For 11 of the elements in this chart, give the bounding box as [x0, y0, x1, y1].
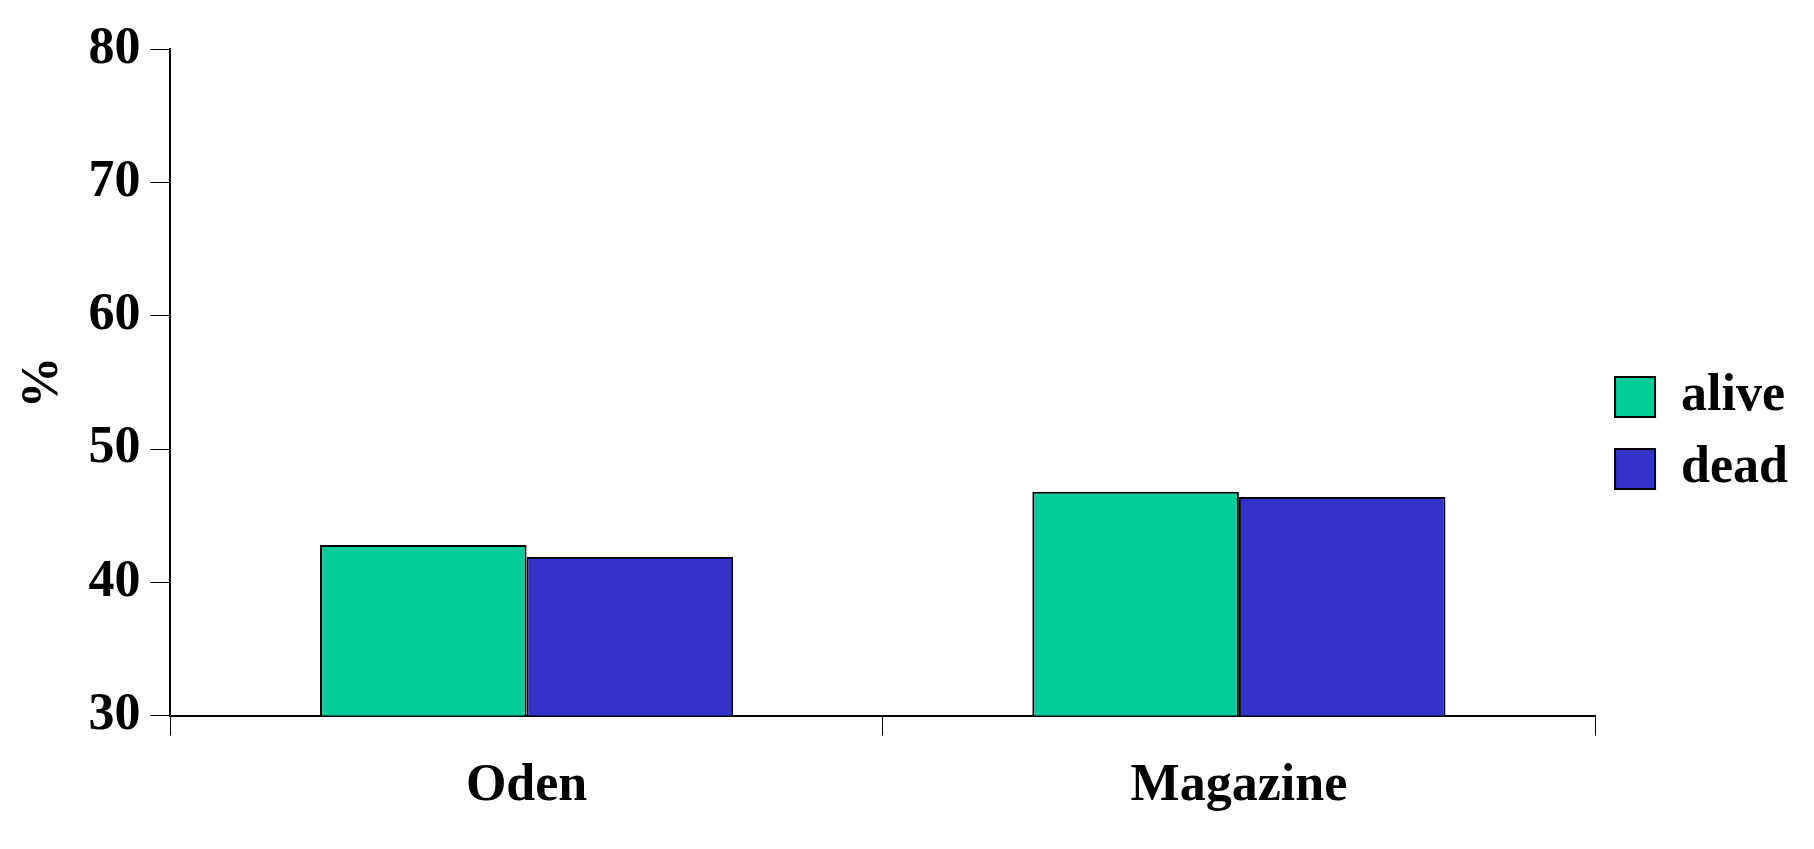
y-axis-title: % — [10, 356, 68, 409]
legend-label: alive — [1681, 364, 1786, 422]
legend-label: dead — [1681, 436, 1789, 494]
y-tick-label: 40 — [88, 549, 141, 607]
y-tick-label: 60 — [88, 283, 141, 341]
x-tick-label: Magazine — [1130, 754, 1348, 812]
y-tick-label: 80 — [88, 16, 141, 74]
y-tick-label: 30 — [88, 683, 141, 741]
y-tick-label: 70 — [88, 149, 141, 207]
y-tick-label: 50 — [88, 416, 141, 474]
x-tick-label: Oden — [465, 754, 588, 812]
